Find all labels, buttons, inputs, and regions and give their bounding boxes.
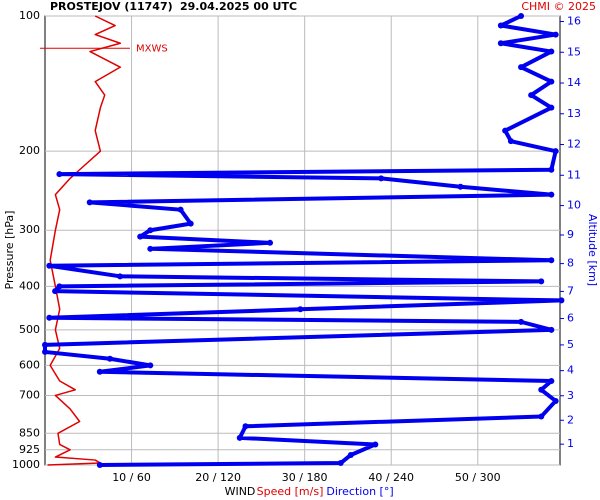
direction-point [518, 13, 525, 19]
direction-point [42, 341, 48, 348]
direction-point [378, 175, 385, 182]
direction-point [242, 423, 249, 430]
y-tick-label: 100 [19, 9, 40, 22]
series-line [47, 15, 122, 466]
x-tick-label: 40 / 240 [368, 471, 414, 484]
legend-entry: Speed [m/s] [257, 485, 324, 498]
y2-tick-label: 11 [567, 168, 581, 181]
y2-tick-label: 12 [567, 138, 581, 151]
direction-point [86, 199, 93, 206]
y2-tick-label: 1 [567, 437, 574, 450]
credit: CHMI © 2025 [521, 0, 596, 13]
chart-subtitle: 29.04.2025 00 UTC [180, 0, 297, 13]
direction-point [147, 362, 154, 369]
direction-point [538, 413, 545, 420]
direction-point [347, 451, 354, 458]
y-tick-label: 400 [19, 279, 40, 292]
direction-point [518, 64, 525, 71]
direction-point [236, 434, 243, 441]
y-axis-label: Pressure [hPa] [3, 211, 16, 290]
direction-point [552, 397, 559, 404]
direction-point [507, 138, 514, 145]
direction-point [548, 104, 555, 111]
direction-point [56, 171, 63, 178]
direction-point [117, 273, 124, 280]
direction-point [46, 314, 53, 321]
direction-point [548, 78, 555, 85]
y-tick-label: 500 [19, 323, 40, 336]
y2-tick-label: 2 [567, 413, 574, 426]
direction-point [497, 22, 504, 29]
legend-entry: Direction [°] [326, 485, 393, 498]
y2-tick-label: 16 [567, 15, 581, 28]
direction-point [42, 348, 48, 355]
y-tick-label: 850 [19, 426, 40, 439]
direction-point [147, 227, 154, 234]
direction-point [558, 297, 565, 304]
y2-tick-label: 9 [567, 228, 574, 241]
chart-title: PROSTEJOV (11747) [50, 0, 173, 13]
y2-tick-label: 10 [567, 199, 581, 212]
y2-tick-label: 7 [567, 284, 574, 297]
y-tick-label: 700 [19, 388, 40, 401]
direction-point [106, 355, 113, 362]
direction-point [552, 148, 559, 155]
direction-point [528, 92, 535, 99]
direction-point [56, 283, 63, 290]
y2-tick-label: 5 [567, 338, 574, 351]
direction-point [548, 326, 555, 333]
direction-point [548, 377, 555, 384]
direction-point [137, 233, 144, 240]
y2-tick-label: 14 [567, 76, 581, 89]
x-tick-label: 10 / 60 [112, 471, 151, 484]
direction-point [337, 460, 344, 467]
direction-point [457, 183, 464, 190]
direction-point [267, 239, 274, 246]
direction-point [538, 386, 545, 393]
y2-tick-label: 3 [567, 389, 574, 402]
x-axis-label: WIND [225, 485, 256, 498]
y2-axis-label: Altitude [km] [586, 214, 599, 286]
direction-point [297, 306, 304, 313]
direction-point [548, 48, 555, 55]
direction-point [187, 220, 194, 227]
y-tick-label: 600 [19, 358, 40, 371]
y2-tick-label: 4 [567, 364, 574, 377]
y2-tick-label: 13 [567, 107, 581, 120]
direction-point [502, 127, 509, 134]
direction-point [552, 31, 559, 38]
direction-point [96, 368, 103, 375]
direction-point [96, 462, 103, 468]
direction-point [548, 257, 555, 264]
direction-point [46, 262, 53, 269]
direction-point [538, 278, 545, 285]
y-tick-label: 1000 [12, 458, 40, 471]
direction-point [518, 318, 525, 325]
direction-point [147, 245, 154, 252]
direction-point [497, 40, 504, 47]
annotation-label: MXWS [136, 43, 168, 54]
y-tick-label: 925 [19, 443, 40, 456]
x-tick-label: 30 / 180 [282, 471, 328, 484]
direction-point [52, 288, 59, 295]
plot-frame [44, 15, 561, 466]
direction-point [372, 441, 379, 448]
direction-point [548, 191, 555, 198]
y-tick-label: 300 [19, 223, 40, 236]
y2-tick-label: 6 [567, 312, 574, 325]
y-tick-label: 200 [19, 144, 40, 157]
direction-point [548, 166, 555, 173]
direction-point [177, 206, 184, 213]
y2-tick-label: 15 [567, 45, 581, 58]
x-tick-label: 50 / 300 [455, 471, 501, 484]
y2-tick-label: 8 [567, 257, 574, 270]
x-tick-label: 20 / 120 [195, 471, 241, 484]
